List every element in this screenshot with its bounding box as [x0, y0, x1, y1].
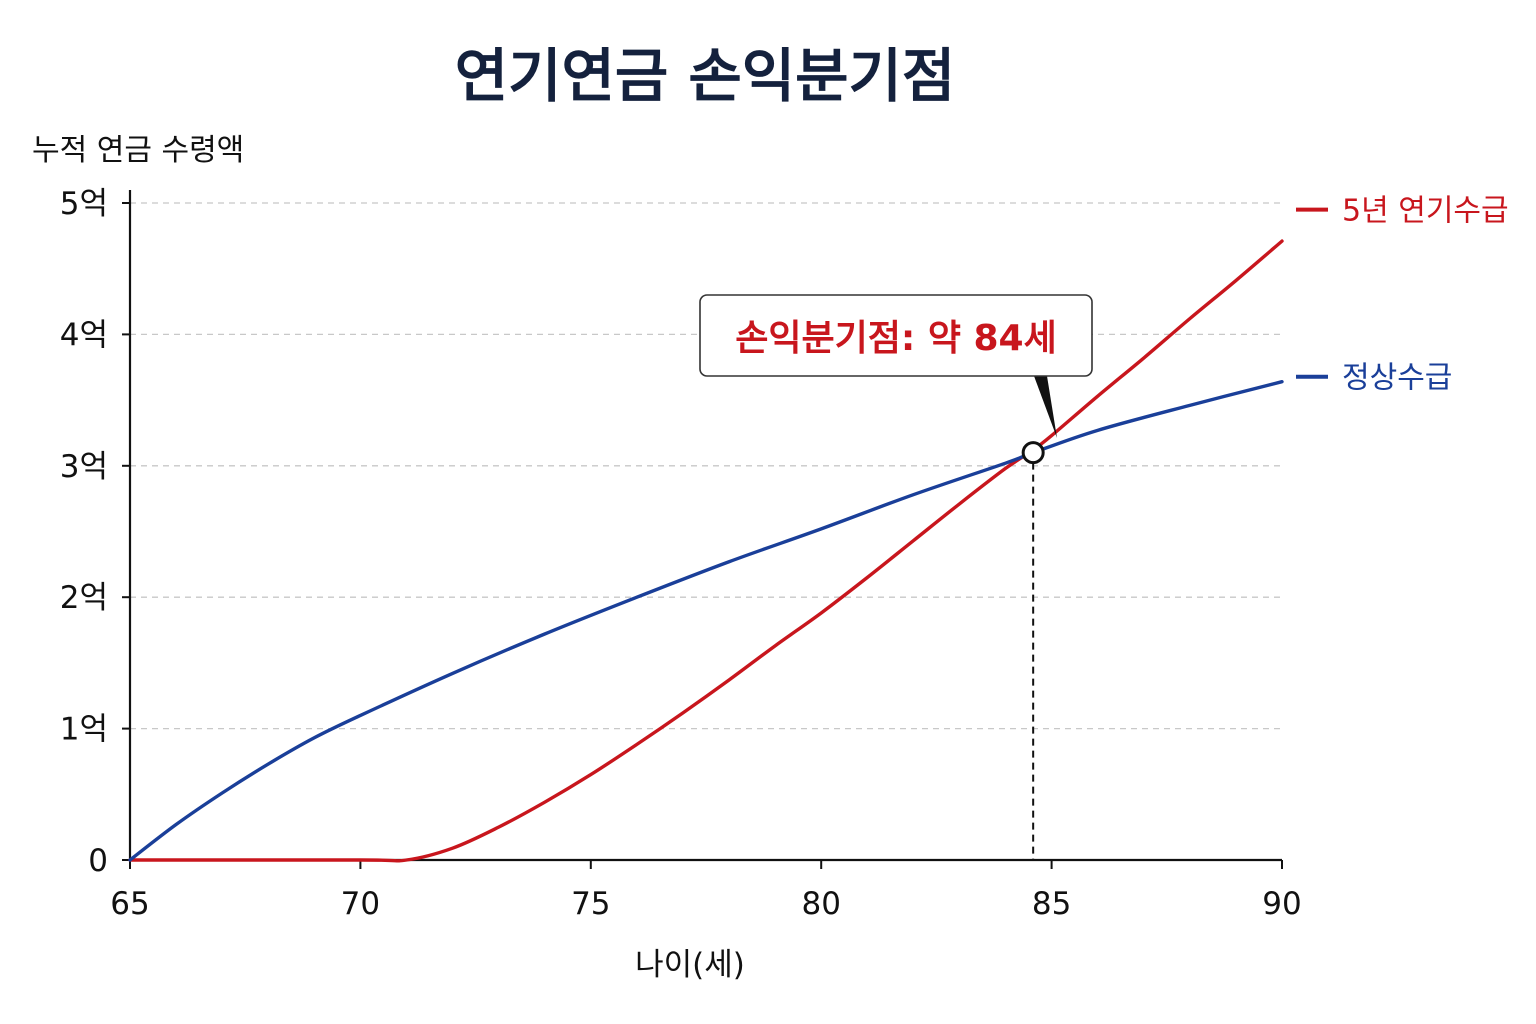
- y-tick-label: 1억: [60, 712, 108, 748]
- y-tick-label: 2억: [60, 580, 108, 616]
- x-tick-label: 85: [1032, 886, 1071, 922]
- axes: 0 1억 2억 3억 4억 5억 65 70 75 80 85 90: [60, 186, 1302, 922]
- series-line-1: [128, 380, 1284, 862]
- callout-pointer: [1034, 376, 1057, 438]
- legend-label: 정상수급: [1342, 361, 1452, 396]
- y-tick-label: 0: [88, 843, 108, 879]
- x-tick-label: 90: [1262, 886, 1301, 922]
- legend-label: 5년 연기수급: [1342, 194, 1509, 229]
- x-tick-label: 75: [571, 886, 610, 922]
- x-axis-label: 나이(세): [635, 947, 745, 983]
- y-tick-label: 5억: [60, 186, 108, 222]
- y-axis-label: 누적 연금 수령액: [32, 133, 244, 168]
- crossover-marker: [1021, 441, 1045, 465]
- annotation: 손익분기점: 약 84세: [699, 294, 1093, 860]
- y-tick-label: 3억: [60, 449, 108, 485]
- series-line-0: [128, 239, 1284, 863]
- x-tick-label: 65: [110, 886, 149, 922]
- series-lines: [128, 239, 1284, 863]
- gridlines: [130, 202, 1282, 730]
- x-tick-label: 80: [801, 886, 840, 922]
- y-tick-label: 4억: [60, 317, 108, 353]
- callout-box: [699, 294, 1093, 377]
- x-tick-label: 70: [341, 886, 380, 922]
- callout-text: 손익분기점: 약 84세: [735, 318, 1056, 359]
- chart-title: 연기연금 손익분기점: [455, 42, 955, 110]
